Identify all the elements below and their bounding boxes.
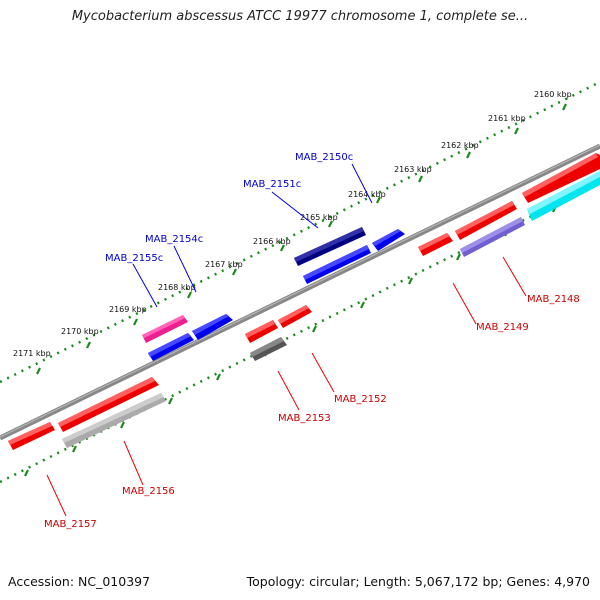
tick-label: 2165 kbp <box>300 213 338 222</box>
tick-label: 2170 kbp <box>61 327 99 336</box>
genome-summary-text: Topology: circular; Length: 5,067,172 bp… <box>246 574 590 589</box>
reverse-leaders <box>46 256 527 517</box>
gene-mab-2156[interactable] <box>62 393 166 448</box>
gene-mab-2151c[interactable] <box>303 245 371 284</box>
backbone-strand <box>0 143 600 441</box>
gene-label-mab-2153[interactable]: MAB_2153 <box>278 413 331 424</box>
tick-label: 2164 kbp <box>348 190 386 199</box>
gene-forward-2152-region[interactable] <box>372 229 405 251</box>
tick-label: 2163 kbp <box>394 165 432 174</box>
backbone-highlight <box>0 144 600 438</box>
gene-forward-2153-region[interactable] <box>192 314 233 340</box>
map-title: Mycobacterium abscessus ATCC 19977 chrom… <box>71 9 529 24</box>
accession-text: Accession: NC_010397 <box>8 574 151 589</box>
gene-mab-2152[interactable] <box>278 305 312 328</box>
forward-leaders <box>132 163 373 308</box>
gene-label-mab-2156[interactable]: MAB_2156 <box>122 486 175 497</box>
tick-label: 2160 kbp <box>534 90 572 99</box>
tick-label: 2166 kbp <box>253 237 291 246</box>
tick-label: 2169 kbp <box>109 305 147 314</box>
gene-label-mab-2152[interactable]: MAB_2152 <box>334 394 387 405</box>
tick-label: 2162 kbp <box>441 141 479 150</box>
tick-label: 2168 kbp <box>158 283 196 292</box>
tick-label: 2161 kbp <box>488 114 526 123</box>
gene-mab-2157[interactable] <box>8 422 55 450</box>
gene-mab-2149[interactable] <box>418 233 453 256</box>
gene-mab-2155c[interactable] <box>148 333 194 361</box>
gene-red-near-2153[interactable] <box>245 320 278 343</box>
tick-label: 2171 kbp <box>13 349 51 358</box>
gene-label-mab-2151c[interactable]: MAB_2151c <box>243 179 301 190</box>
gene-mab-2148[interactable] <box>460 217 525 257</box>
gene-label-mab-2150c[interactable]: MAB_2150c <box>295 152 353 163</box>
gene-mab-2154c[interactable] <box>142 315 188 343</box>
outer-major-ticks <box>36 103 567 375</box>
gene-upper-cyan[interactable] <box>527 171 600 221</box>
gene-label-mab-2149[interactable]: MAB_2149 <box>476 322 529 333</box>
gene-mab-2153[interactable] <box>250 337 287 361</box>
gene-label-mab-2148[interactable]: MAB_2148 <box>527 294 580 305</box>
gene-mab-2150c[interactable] <box>294 227 366 266</box>
tick-label: 2167 kbp <box>205 260 243 269</box>
gene-label-mab-2154c[interactable]: MAB_2154c <box>145 234 203 245</box>
gene-label-mab-2155c[interactable]: MAB_2155c <box>105 253 163 264</box>
gene-mab-2149-red-a[interactable] <box>455 201 517 240</box>
gene-label-mab-2157[interactable]: MAB_2157 <box>44 519 97 530</box>
gene-forward-red-lower[interactable] <box>58 377 159 432</box>
gene-upper-red-1[interactable] <box>522 153 600 203</box>
